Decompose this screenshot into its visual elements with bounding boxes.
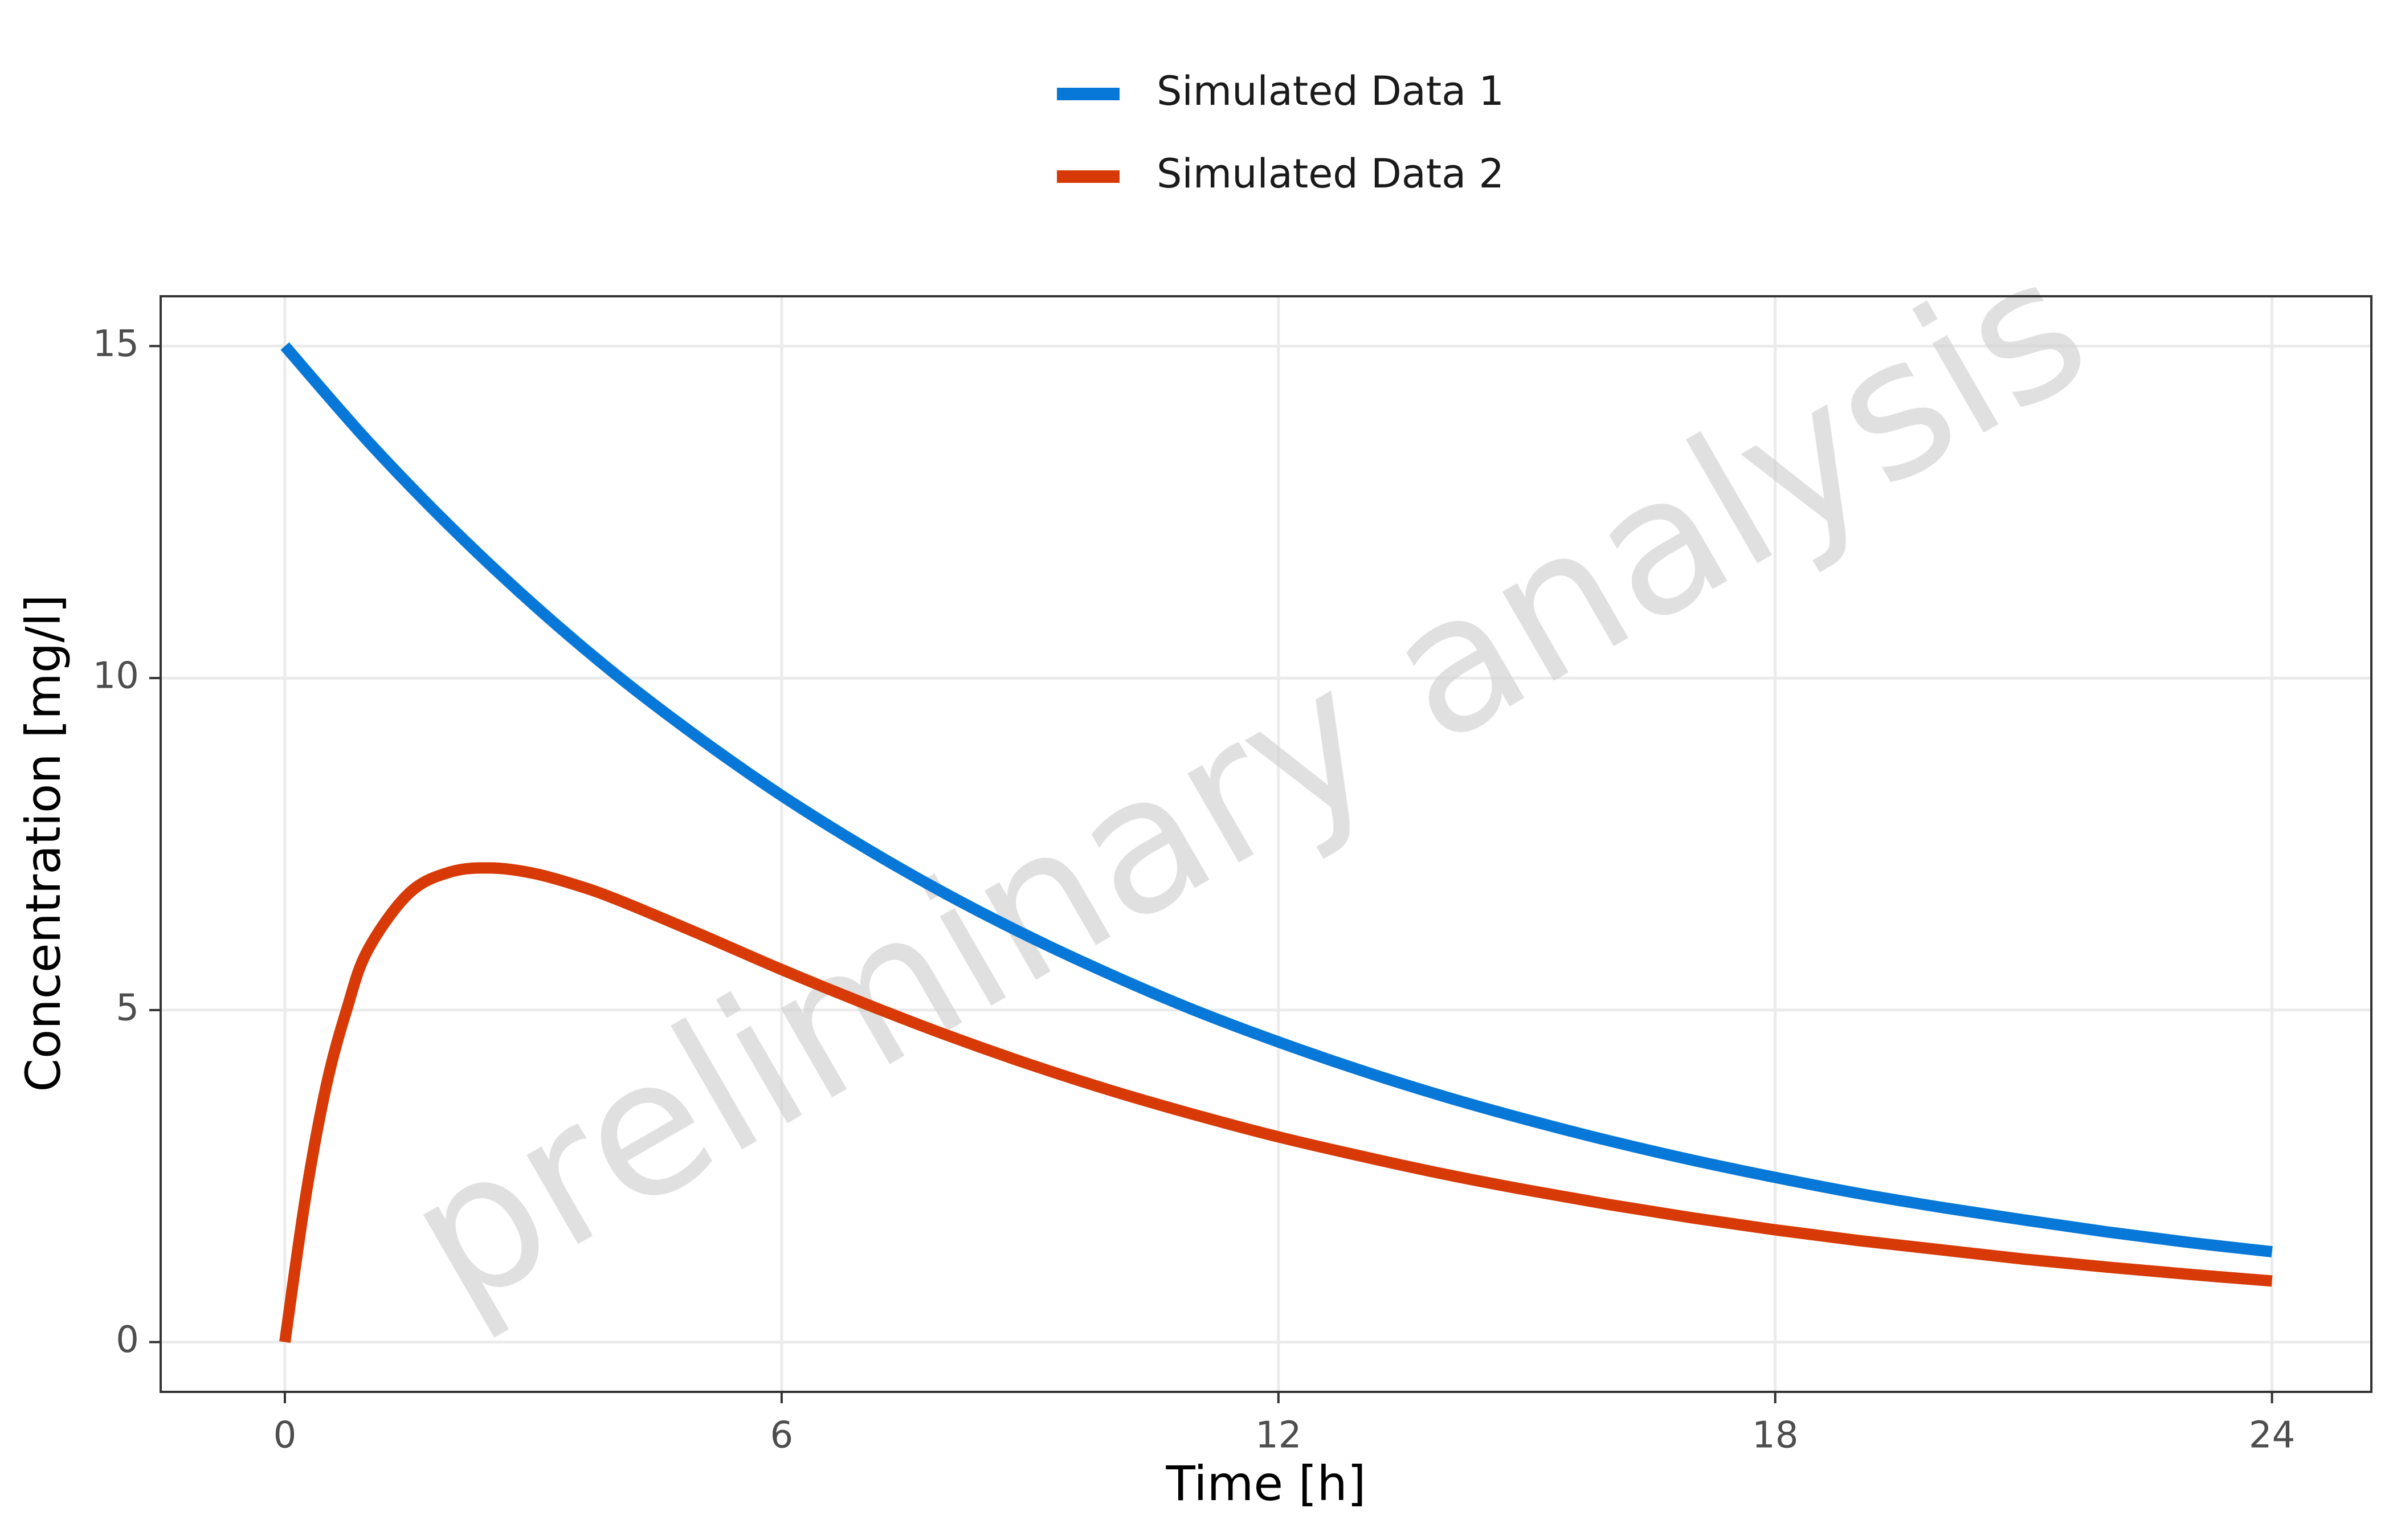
y-tick-label-1: 5 bbox=[116, 987, 139, 1029]
y-axis-title: Concentration [mg/l] bbox=[15, 594, 71, 1092]
series-layer bbox=[279, 342, 2273, 1343]
x-axis: 0 6 12 18 24 bbox=[273, 1392, 2295, 1457]
legend-label-series-1: Simulated Data 1 bbox=[1157, 68, 1504, 115]
y-axis: 0 5 10 15 bbox=[93, 323, 161, 1361]
gridlines bbox=[161, 296, 2371, 1392]
plot-border bbox=[160, 295, 2372, 1393]
x-tick-label-2: 12 bbox=[1255, 1415, 1301, 1457]
y-tick-label-0: 0 bbox=[116, 1319, 139, 1361]
plot-background bbox=[161, 296, 2371, 1392]
x-tick-label-4: 24 bbox=[2249, 1415, 2295, 1457]
series-line-2 bbox=[279, 862, 2273, 1343]
y-tick-label-3: 15 bbox=[93, 323, 139, 365]
x-tick-label-3: 18 bbox=[1752, 1415, 1798, 1457]
x-tick-label-1: 6 bbox=[770, 1415, 794, 1457]
x-tick-label-0: 0 bbox=[273, 1415, 297, 1457]
x-axis-title: Time [h] bbox=[1165, 1456, 1366, 1512]
y-tick-label-2: 10 bbox=[93, 655, 139, 697]
legend-label-series-2: Simulated Data 2 bbox=[1157, 150, 1504, 197]
legend: Simulated Data 1 Simulated Data 2 bbox=[1057, 68, 1504, 197]
series-line-1 bbox=[280, 342, 2273, 1258]
